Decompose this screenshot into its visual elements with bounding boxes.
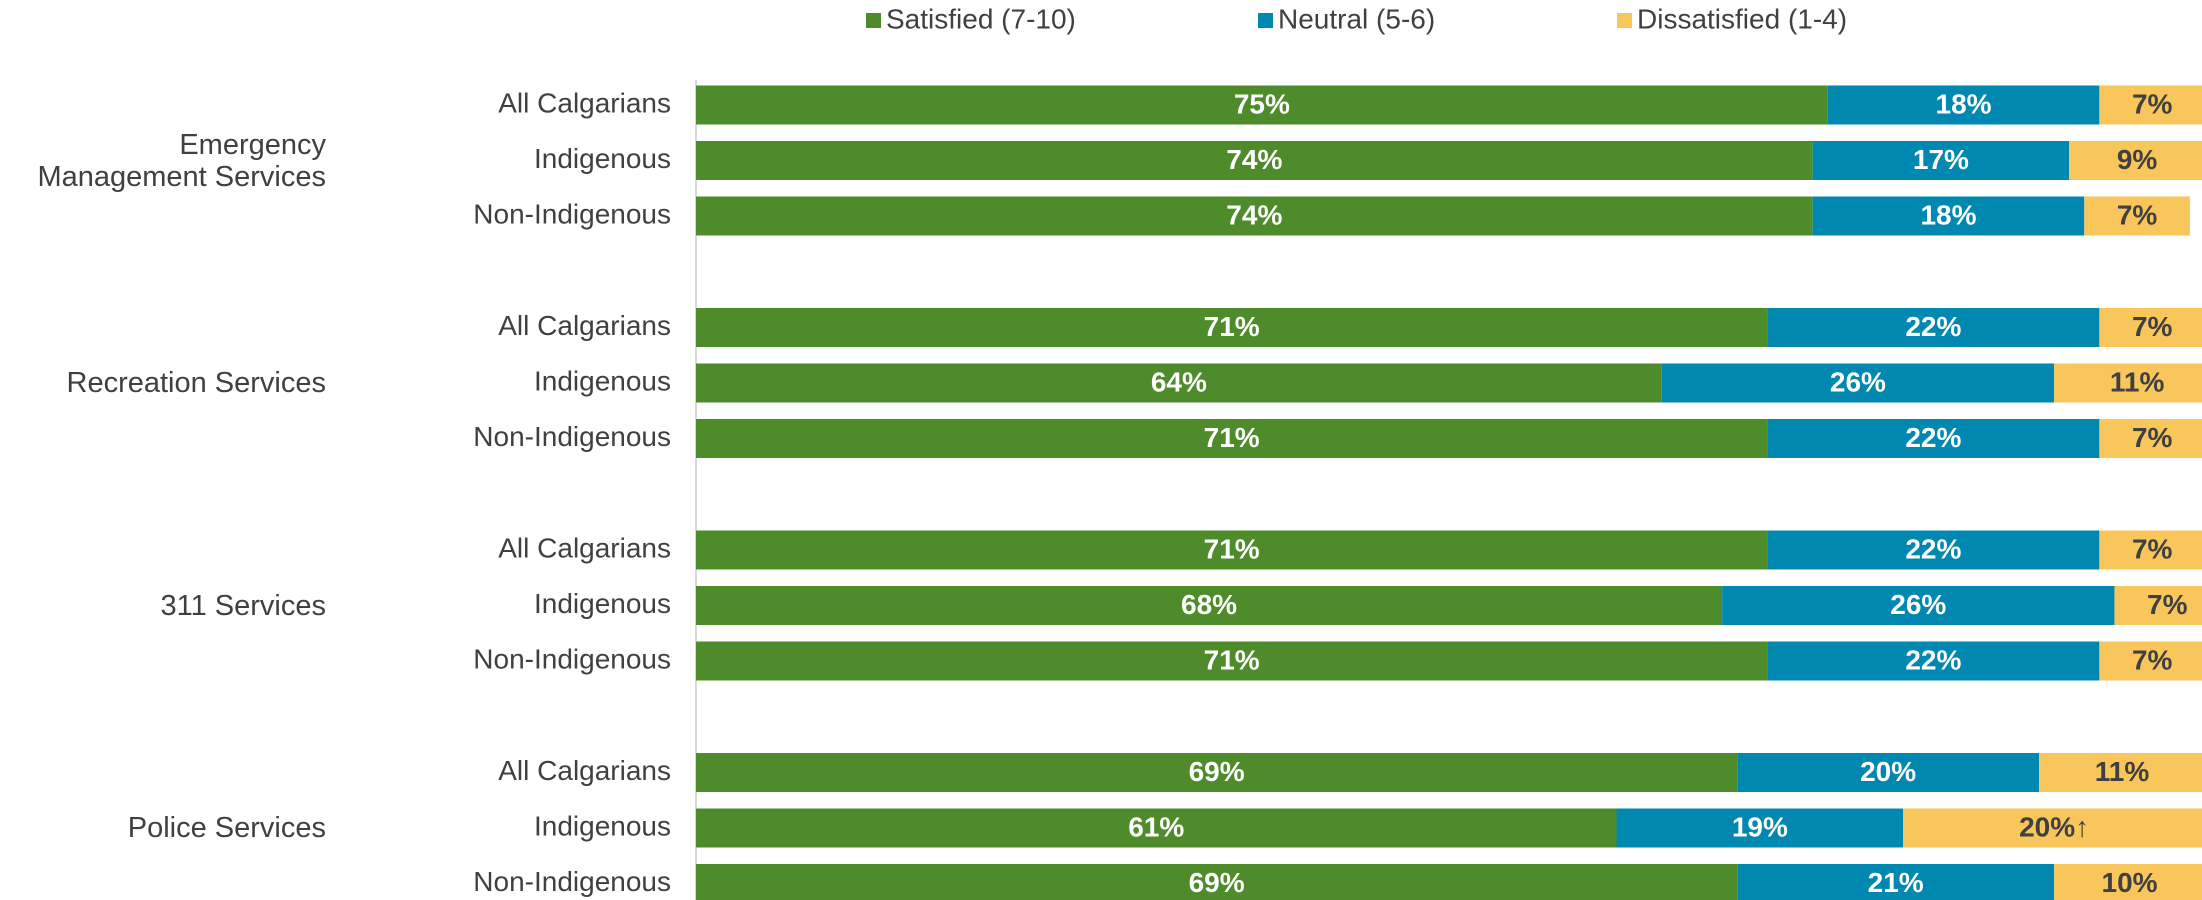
bar-segment [1767, 308, 2100, 347]
data-label: 69% [1189, 867, 1245, 898]
bar-segment [1812, 141, 2070, 180]
data-label: 22% [1905, 311, 1961, 342]
bar-segment [696, 141, 1813, 180]
group-label: Emergency Management Services [37, 128, 326, 193]
data-label: 11% [2110, 366, 2165, 397]
bar-segment [696, 85, 1828, 125]
bar-segment [1616, 808, 1904, 848]
data-label: 10% [2102, 867, 2158, 898]
legend-swatch [1617, 13, 1632, 28]
bar-segment [1903, 808, 2202, 848]
data-label: 18% [1920, 199, 1976, 230]
bar-segment [696, 753, 1738, 792]
bar-segment [1827, 85, 2100, 125]
bar-segment [1767, 530, 2100, 570]
bar-segment [1737, 864, 2055, 900]
data-label: 22% [1905, 422, 1961, 453]
bar-segment [696, 308, 1768, 347]
data-label: 69% [1189, 756, 1245, 787]
bar-segment [696, 530, 1768, 570]
y-tick-label: Indigenous [534, 365, 671, 396]
y-tick-label: Non-Indigenous [473, 198, 671, 229]
data-label: 9% [2117, 144, 2158, 175]
data-label: 21% [1868, 867, 1924, 898]
bar-segment [2099, 530, 2202, 570]
legend-label: Neutral (5-6) [1278, 3, 1435, 34]
bar-segment [2099, 641, 2202, 681]
data-label: 17% [1913, 144, 1969, 175]
bar-segment [2069, 141, 2202, 180]
y-tick-label: All Calgarians [498, 87, 671, 118]
bar-segment [1812, 196, 2085, 236]
group-label: 311 Services [160, 589, 327, 622]
bar-segment [696, 586, 1723, 625]
data-label: 22% [1905, 644, 1961, 675]
bar-segment [696, 864, 1738, 900]
bar-segment [2054, 864, 2202, 900]
bar-segment [1767, 641, 2100, 681]
data-label: 7% [2132, 533, 2173, 564]
y-tick-label: All Calgarians [498, 532, 671, 563]
data-label: 71% [1204, 533, 1260, 564]
data-label: 26% [1890, 589, 1946, 620]
data-label: 7% [2147, 589, 2188, 620]
data-label: 20% [1860, 756, 1916, 787]
data-label: 71% [1204, 311, 1260, 342]
y-tick-label: Non-Indigenous [473, 866, 671, 897]
bar-segment [2114, 586, 2202, 625]
y-tick-label: Non-Indigenous [473, 643, 671, 674]
data-label: 7% [2132, 311, 2173, 342]
y-tick-label: Indigenous [534, 810, 671, 841]
bar-segment [1767, 419, 2100, 458]
data-label: 71% [1204, 422, 1260, 453]
bar-segment [696, 363, 1662, 403]
y-tick-label: Indigenous [534, 588, 671, 619]
bar-segment [2054, 363, 2202, 403]
bar-segment [696, 419, 1768, 458]
data-label: 7% [2132, 422, 2173, 453]
bar-segment [696, 641, 1768, 681]
data-label: 74% [1226, 199, 1282, 230]
bar-segment [2099, 308, 2202, 347]
legend-label: Satisfied (7-10) [886, 3, 1076, 34]
legend-swatch [866, 13, 881, 28]
data-label: 18% [1936, 88, 1992, 119]
data-label: 7% [2132, 88, 2173, 119]
data-label: 61% [1128, 811, 1184, 842]
bar-segment [2084, 196, 2190, 236]
bar-segment [696, 808, 1617, 848]
bar-segment [1737, 753, 2040, 792]
y-tick-label: All Calgarians [498, 310, 671, 341]
group-label: Police Services [127, 812, 326, 844]
data-label: 7% [2132, 644, 2173, 675]
y-tick-label: All Calgarians [498, 755, 671, 786]
data-label: 68% [1181, 589, 1237, 620]
y-tick-label: Non-Indigenous [473, 421, 671, 452]
bar-segment [696, 196, 1813, 236]
data-label: 20%↑ [2019, 811, 2089, 842]
data-label: 74% [1226, 144, 1282, 175]
legend-swatch [1258, 13, 1273, 28]
bar-segment [1661, 363, 2055, 403]
data-label: 7% [2117, 199, 2158, 230]
group-label: Recreation Services [66, 367, 327, 399]
data-label: 26% [1830, 366, 1886, 397]
legend-label: Dissatisfied (1-4) [1637, 3, 1847, 34]
bar-segment [2099, 85, 2202, 125]
bar-segment [2099, 419, 2202, 458]
data-label: 71% [1204, 644, 1260, 675]
data-label: 64% [1151, 366, 1207, 397]
data-label: 22% [1905, 533, 1961, 564]
bar-segment [2039, 753, 2202, 792]
data-label: 11% [2095, 756, 2150, 787]
bar-segment [1722, 586, 2115, 625]
data-label: 75% [1234, 88, 1290, 119]
y-tick-label: Indigenous [534, 143, 671, 174]
data-label: 19% [1732, 811, 1788, 842]
